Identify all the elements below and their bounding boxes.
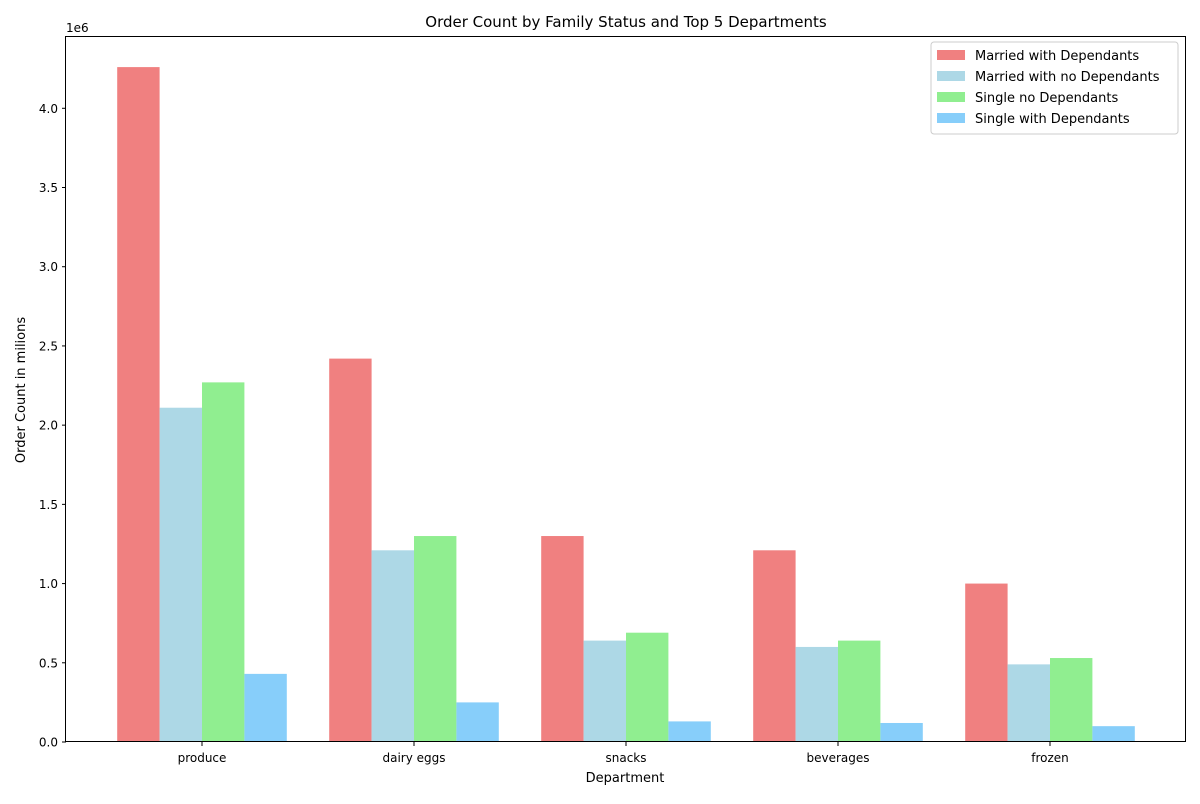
bar-frozen-series-1 <box>965 583 1008 742</box>
y-tick-label: 3.0 <box>39 260 58 274</box>
bar-frozen-series-2 <box>1007 664 1050 742</box>
legend-label-4: Single with Dependants <box>975 112 1130 127</box>
y-tick-label: 1.0 <box>39 577 58 591</box>
legend-swatch-2 <box>937 71 965 81</box>
bar-beverages-series-1 <box>753 550 796 742</box>
y-tick-label: 2.5 <box>39 339 58 353</box>
legend: Married with Dependants Married with no D… <box>930 41 1179 135</box>
y-axis-offset-label: 1e6 <box>66 21 89 35</box>
bars-group <box>117 67 1135 743</box>
y-tick-label: 1.5 <box>39 498 58 512</box>
bar-beverages-series-3 <box>838 640 881 742</box>
bar-snacks-series-1 <box>541 536 584 742</box>
x-tick-label: frozen <box>1031 751 1069 765</box>
y-axis-label: Order Count in milions <box>14 317 29 463</box>
bar-snacks-series-4 <box>668 721 711 742</box>
bar-dairy-eggs-series-2 <box>371 550 414 742</box>
bar-snacks-series-2 <box>583 640 626 742</box>
y-tick-label: 0.0 <box>39 736 58 750</box>
bar-produce-series-3 <box>202 382 245 742</box>
bar-produce-series-4 <box>244 673 287 742</box>
legend-swatch-4 <box>937 113 965 123</box>
bar-frozen-series-3 <box>1050 658 1093 742</box>
y-tick-label: 0.5 <box>39 656 58 670</box>
x-axis-label: Department <box>586 771 665 786</box>
bar-dairy-eggs-series-3 <box>414 536 457 742</box>
bar-produce-series-1 <box>117 67 160 743</box>
y-tick-label: 2.0 <box>39 419 58 433</box>
bar-beverages-series-4 <box>880 722 923 742</box>
x-tick-label: dairy eggs <box>382 751 445 765</box>
y-axis-ticks: 0.0 0.5 1.0 1.5 2.0 2.5 3.0 3.5 4.0 <box>39 102 66 750</box>
bar-snacks-series-3 <box>626 632 669 742</box>
legend-label-3: Single no Dependants <box>975 91 1118 106</box>
legend-box <box>930 41 1179 135</box>
x-tick-label: produce <box>178 751 227 765</box>
bar-produce-series-2 <box>159 407 202 742</box>
chart-title: Order Count by Family Status and Top 5 D… <box>425 13 827 31</box>
bar-dairy-eggs-series-1 <box>329 358 372 742</box>
legend-label-2: Married with no Dependants <box>975 70 1160 85</box>
bar-dairy-eggs-series-4 <box>456 702 499 742</box>
bar-beverages-series-2 <box>795 646 838 742</box>
legend-label-1: Married with Dependants <box>975 49 1139 64</box>
bar-frozen-series-4 <box>1092 726 1135 742</box>
x-axis-ticks: produce dairy eggs snacks beverages frozen <box>178 742 1069 765</box>
y-tick-label: 3.5 <box>39 181 58 195</box>
y-tick-label: 4.0 <box>39 102 58 116</box>
legend-swatch-3 <box>937 92 965 102</box>
x-tick-label: beverages <box>806 751 869 765</box>
legend-swatch-1 <box>937 50 965 60</box>
x-tick-label: snacks <box>605 751 646 765</box>
plot-area-frame <box>65 36 1186 742</box>
